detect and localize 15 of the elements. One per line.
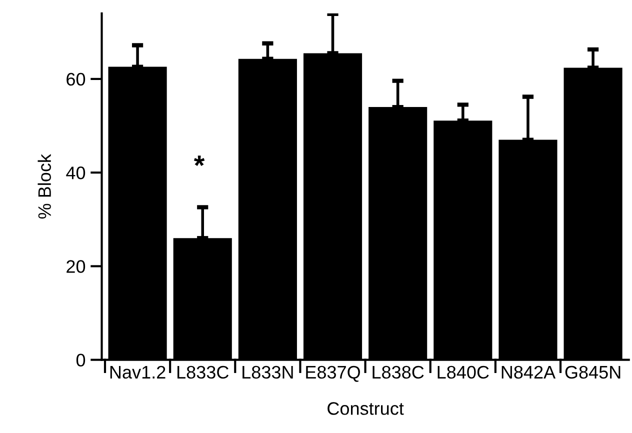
x-tick-label: L838C: [372, 366, 424, 379]
y-axis-title: % Block: [38, 154, 52, 219]
x-tick-label: L840C: [438, 366, 489, 379]
x-tick-label: E837Q: [306, 366, 360, 382]
y-tick-label: 40: [66, 166, 86, 180]
y-tick-label: 60: [66, 72, 86, 86]
y-tick-label: 20: [66, 260, 86, 273]
x-tick-label: G845N: [565, 366, 620, 379]
y-tick-label: 0: [76, 354, 86, 367]
annotation: *: [194, 156, 205, 166]
x-tick-label: L833C: [177, 366, 229, 379]
x-tick-label: N842A: [502, 366, 556, 379]
x-tick-label: L833N: [242, 366, 293, 379]
x-axis-title: Construct: [328, 402, 404, 415]
x-tick-label: Nav1.2: [110, 366, 166, 379]
